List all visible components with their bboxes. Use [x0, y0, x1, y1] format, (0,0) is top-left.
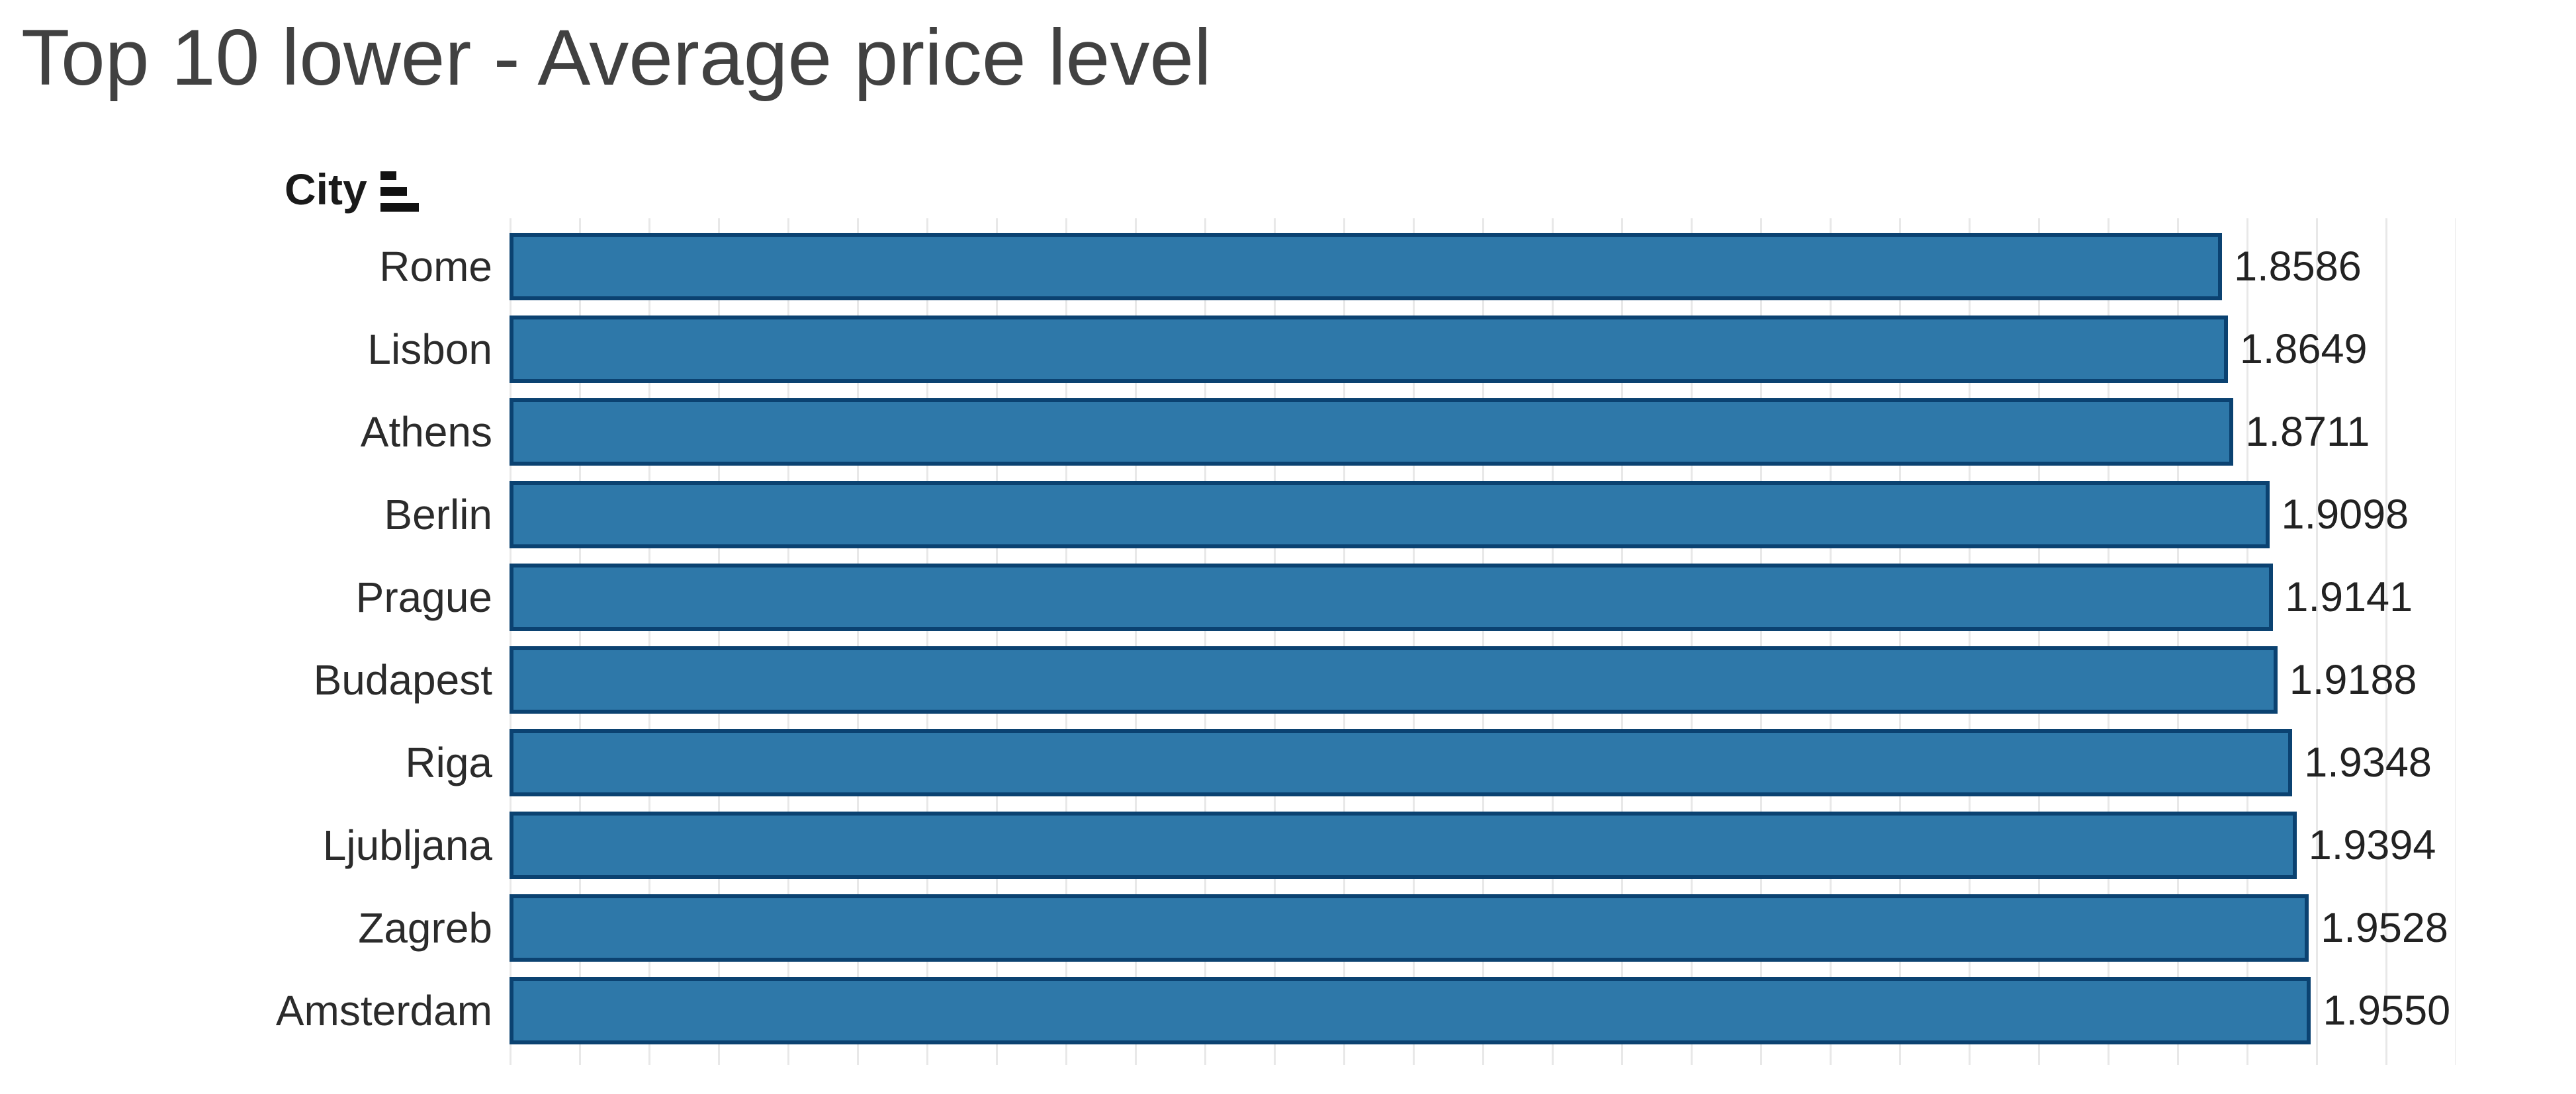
city-label[interactable]: Berlin	[384, 491, 492, 538]
bar-mark[interactable]	[510, 233, 2223, 300]
table-row: Prague 1.9141	[0, 564, 2576, 631]
bar-rows-container: Rome 1.8586 Lisbon 1.8649 Athens 1.8711 Berlin…	[0, 218, 2576, 1060]
bar-track: 1.8649	[510, 316, 2456, 383]
bar-mark[interactable]	[510, 977, 2311, 1044]
table-row: Berlin 1.9098	[0, 481, 2576, 548]
bar-track: 1.8586	[510, 233, 2456, 300]
bar-track: 1.9098	[510, 481, 2456, 548]
city-label[interactable]: Amsterdam	[275, 987, 492, 1034]
value-label: 1.8711	[2245, 409, 2370, 455]
value-label: 1.9550	[2323, 988, 2451, 1034]
value-label: 1.8586	[2234, 243, 2362, 290]
bar-track: 1.9550	[510, 977, 2456, 1044]
bar-mark[interactable]	[510, 646, 2278, 714]
value-label: 1.9348	[2304, 739, 2432, 786]
chart-title: Top 10 lower - Average price level	[21, 13, 1212, 102]
city-label[interactable]: Budapest	[313, 656, 492, 704]
city-label[interactable]: Ljubljana	[322, 821, 492, 869]
table-row: Rome 1.8586	[0, 233, 2576, 300]
table-row: Amsterdam 1.9550	[0, 977, 2576, 1044]
value-label: 1.8649	[2239, 326, 2368, 372]
table-row: Athens 1.8711	[0, 398, 2576, 466]
value-label: 1.9528	[2321, 905, 2448, 951]
sort-ascending-icon[interactable]	[380, 167, 419, 212]
value-label: 1.9141	[2285, 574, 2413, 620]
table-row: Lisbon 1.8649	[0, 316, 2576, 383]
column-header: City	[285, 164, 419, 214]
table-row: Zagreb 1.9528	[0, 894, 2576, 962]
value-label: 1.9188	[2289, 657, 2417, 703]
bar-track: 1.9348	[510, 729, 2456, 796]
bar-track: 1.9188	[510, 646, 2456, 714]
bar-mark[interactable]	[510, 729, 2293, 796]
table-row: Riga 1.9348	[0, 729, 2576, 796]
table-row: Ljubljana 1.9394	[0, 812, 2576, 879]
bar-track: 1.9141	[510, 564, 2456, 631]
city-label[interactable]: Lisbon	[367, 325, 492, 373]
city-label[interactable]: Rome	[379, 243, 492, 290]
city-field-label[interactable]: City	[285, 165, 367, 214]
city-label[interactable]: Zagreb	[358, 904, 492, 952]
bar-mark[interactable]	[510, 894, 2309, 962]
bar-track: 1.8711	[510, 398, 2456, 466]
bar-track: 1.9528	[510, 894, 2456, 962]
bar-track: 1.9394	[510, 812, 2456, 879]
bar-mark[interactable]	[510, 481, 2270, 548]
bar-mark[interactable]	[510, 812, 2297, 879]
bar-mark[interactable]	[510, 564, 2274, 631]
city-label[interactable]: Riga	[405, 739, 492, 786]
city-label[interactable]: Prague	[355, 573, 492, 621]
value-label: 1.9098	[2281, 491, 2409, 538]
city-label[interactable]: Athens	[360, 408, 492, 456]
table-row: Budapest 1.9188	[0, 646, 2576, 714]
bar-mark[interactable]	[510, 398, 2234, 466]
value-label: 1.9394	[2308, 822, 2436, 868]
bar-mark[interactable]	[510, 316, 2228, 383]
